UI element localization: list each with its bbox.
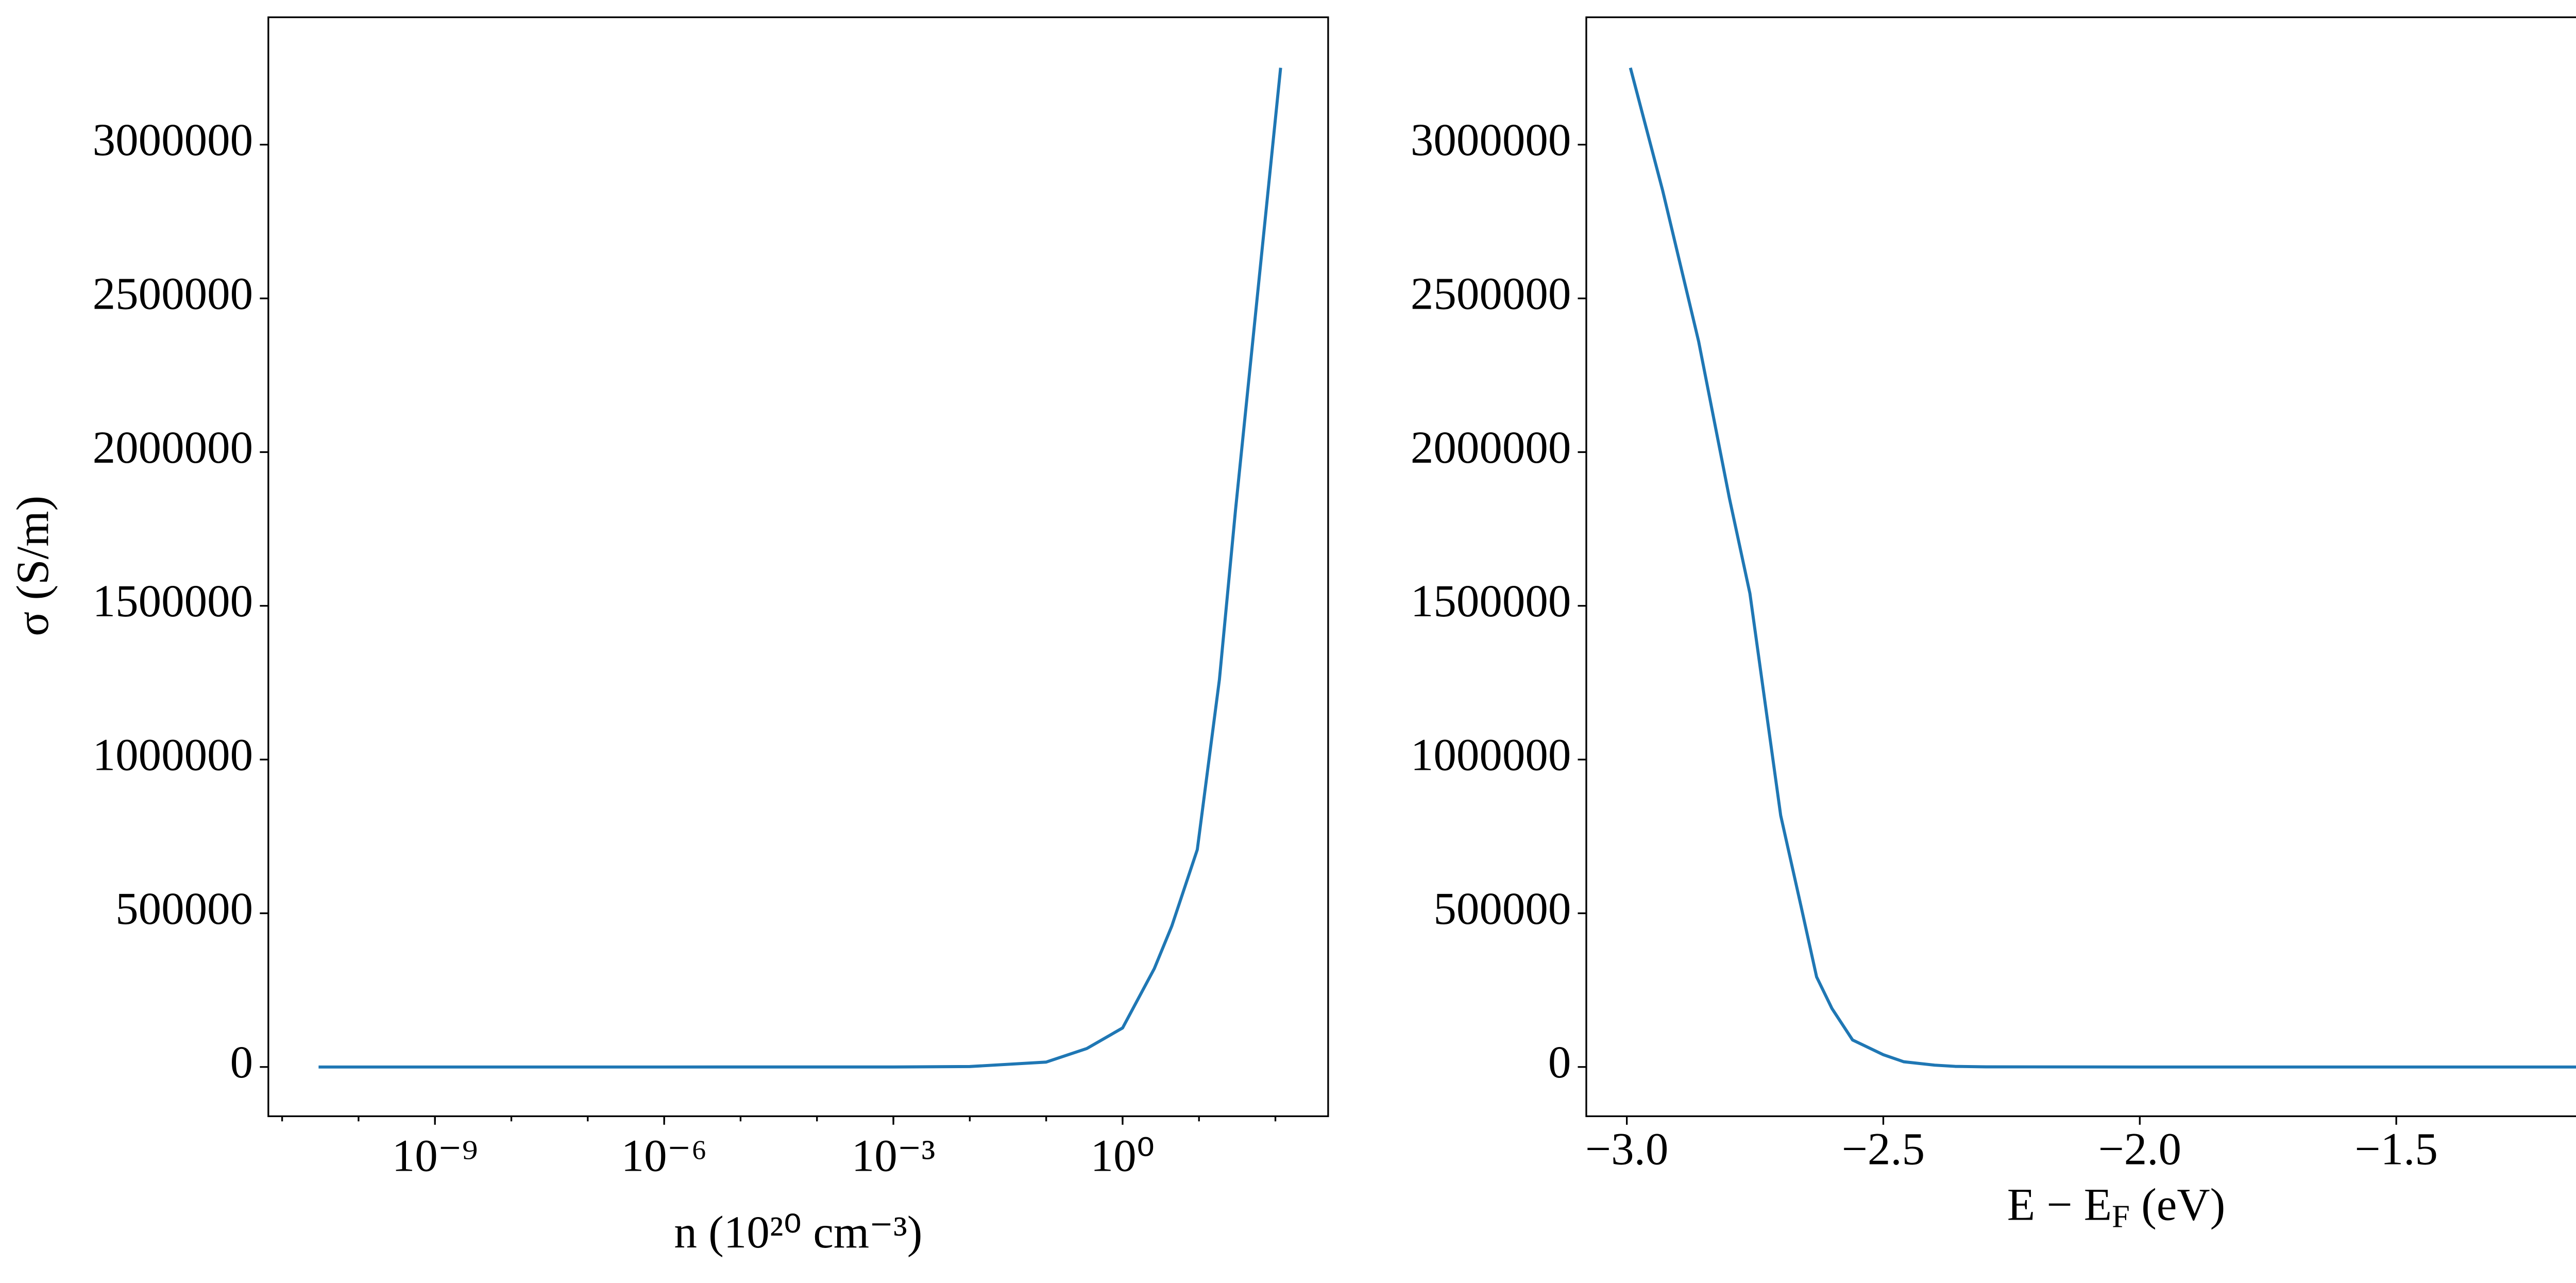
y-tick-label: 1500000 — [93, 576, 253, 627]
y-tick-label: 2500000 — [1411, 269, 1571, 319]
y-tick-label: 3000000 — [1411, 115, 1571, 165]
y-tick-label: 500000 — [1433, 884, 1571, 934]
y-tick-label: 1500000 — [1411, 576, 1571, 627]
x-tick-label: −3.0 — [1585, 1124, 1668, 1174]
x-axis-label: E − EF (eV) — [2007, 1180, 2226, 1235]
y-tick-label: 0 — [1548, 1037, 1571, 1088]
x-tick-label: −2.5 — [1842, 1124, 1925, 1174]
x-tick-label: −2.0 — [2098, 1124, 2181, 1174]
line-series — [1629, 67, 2576, 1069]
y-tick-label: 3000000 — [93, 115, 253, 165]
y-axis-label: σ (S/m) — [8, 496, 58, 636]
y-tick-label: 1000000 — [93, 730, 253, 781]
x-tick-label: −1.5 — [2354, 1124, 2437, 1174]
x-tick-label: 10⁻⁹ — [392, 1131, 478, 1181]
x-tick-label: 10⁰ — [1091, 1131, 1155, 1181]
x-label-subscript: F — [2112, 1198, 2130, 1235]
y-tick-label: 1000000 — [1411, 730, 1571, 781]
plot-frame — [1585, 16, 2576, 1118]
y-tick-label: 0 — [230, 1037, 253, 1088]
y-tick-label: 2500000 — [93, 269, 253, 319]
x-tick-label: 10⁻³ — [852, 1131, 936, 1181]
y-tick-label: 2000000 — [1411, 423, 1571, 473]
y-tick-label: 2000000 — [93, 423, 253, 473]
y-tick-label: 500000 — [115, 884, 253, 934]
x-label-part: E − E — [2007, 1180, 2112, 1230]
plot-frame — [267, 16, 1329, 1118]
x-label-part: (eV) — [2130, 1180, 2225, 1230]
x-tick-label: 10⁻⁶ — [621, 1131, 707, 1181]
line-series — [318, 67, 1282, 1069]
x-axis-label: n (10²⁰ cm⁻³) — [674, 1207, 922, 1258]
